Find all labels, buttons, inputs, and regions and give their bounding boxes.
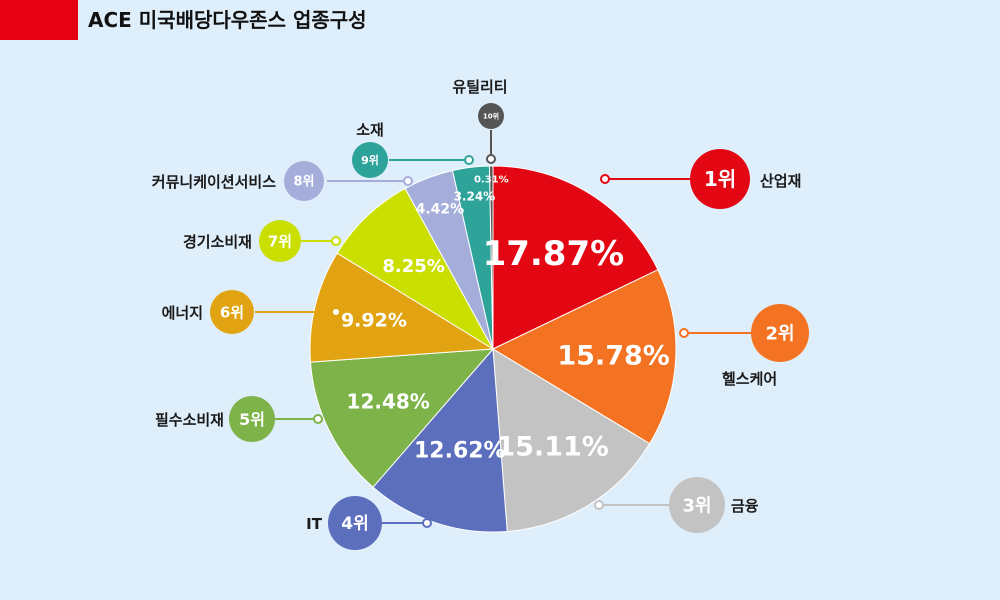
category-label-6: 에너지 xyxy=(162,304,203,322)
leader-dot-8 xyxy=(403,176,413,186)
pie-slice-1 xyxy=(492,165,659,350)
category-label-8: 커뮤니케이션서비스 xyxy=(152,173,276,191)
callout-6: 6위 에너지 xyxy=(162,290,341,334)
chart-title: ACE 미국배당다우존스 업종구성 xyxy=(88,8,367,32)
pie-slice-6 xyxy=(309,252,495,363)
callout-7: 7위 경기소비재 xyxy=(183,220,341,262)
callout-5: 5위 필수소비재 xyxy=(155,396,323,442)
leader-dot-10 xyxy=(486,154,496,164)
rank-badge-10 xyxy=(478,103,504,129)
slice-label-10: 0.31% xyxy=(474,174,509,185)
slice-labels: 17.87% 15.78% 15.11%12.62% 12.48% 9.92% 8.25%… xyxy=(341,174,670,463)
slice-label-8: 4.42% xyxy=(416,202,465,218)
rank-badge-1 xyxy=(690,149,750,209)
leader-dot-7 xyxy=(331,236,341,246)
slice-label-3: 15.11% xyxy=(496,431,608,462)
rank-badge-2 xyxy=(751,304,809,362)
rank-label-3: 3위 xyxy=(682,496,711,517)
rank-badge-7 xyxy=(259,220,301,262)
leader-dot-5 xyxy=(313,414,323,424)
rank-badge-8 xyxy=(284,161,324,201)
slice-label-7: 8.25% xyxy=(382,256,444,277)
rank-label-7: 7위 xyxy=(268,232,292,250)
category-label-1: 산업재 xyxy=(760,172,801,190)
rank-label-5: 5위 xyxy=(239,410,265,429)
category-label-4: IT xyxy=(306,515,323,533)
rank-badge-3 xyxy=(669,477,725,533)
slice-label-1: 17.87% xyxy=(483,234,625,274)
category-label-7: 경기소비재 xyxy=(183,233,252,251)
callout-9: 9위 소재 xyxy=(352,121,474,178)
category-label-9: 소재 xyxy=(356,121,384,139)
category-label-2: 헬스케어 xyxy=(722,370,777,388)
callout-10: 10위 유틸리티 xyxy=(452,78,508,164)
slice-label-2: 15.78% xyxy=(557,341,669,372)
rank-badge-5 xyxy=(229,396,275,442)
pie-slice-5 xyxy=(309,348,495,488)
pie-slices xyxy=(309,165,677,533)
rank-label-8: 8위 xyxy=(293,175,314,190)
category-label-10: 유틸리티 xyxy=(452,78,507,96)
slice-label-5: 12.48% xyxy=(347,390,430,414)
rank-badge-6 xyxy=(210,290,254,334)
callout-8: 8위 커뮤니케이션서비스 xyxy=(152,161,413,201)
callout-3: 3위 금융 xyxy=(594,477,759,533)
leader-dot-2 xyxy=(679,328,689,338)
leader-dot-1 xyxy=(600,174,610,184)
pie-slice-4 xyxy=(372,347,508,533)
leader-dot-4 xyxy=(422,518,432,528)
rank-badge-4 xyxy=(328,496,382,550)
pie-slice-3 xyxy=(492,348,651,532)
leader-dot-3 xyxy=(594,500,604,510)
callout-4: 4위 IT xyxy=(306,496,432,550)
leader-dot-6 xyxy=(331,307,341,317)
callout-1: 1위 산업재 xyxy=(600,149,801,209)
slice-label-6: 9.92% xyxy=(341,310,407,332)
rank-badge-9 xyxy=(352,142,388,178)
title-accent-bar xyxy=(0,0,78,40)
category-label-3: 금융 xyxy=(731,497,759,515)
rank-label-10: 10위 xyxy=(483,112,499,121)
pie-slice-10 xyxy=(488,165,494,350)
slice-label-9: 3.24% xyxy=(454,190,496,204)
rank-label-6: 6위 xyxy=(220,303,244,321)
rank-label-1: 1위 xyxy=(704,167,736,191)
slice-label-4: 12.62% xyxy=(414,439,506,464)
rank-label-4: 4위 xyxy=(341,514,368,534)
leader-dot-9 xyxy=(464,155,474,165)
rank-label-2: 2위 xyxy=(765,324,794,345)
category-label-5: 필수소비재 xyxy=(155,411,224,429)
rank-label-9: 9위 xyxy=(361,154,379,167)
pie-slice-7 xyxy=(336,187,495,351)
pie-slice-2 xyxy=(491,269,677,445)
